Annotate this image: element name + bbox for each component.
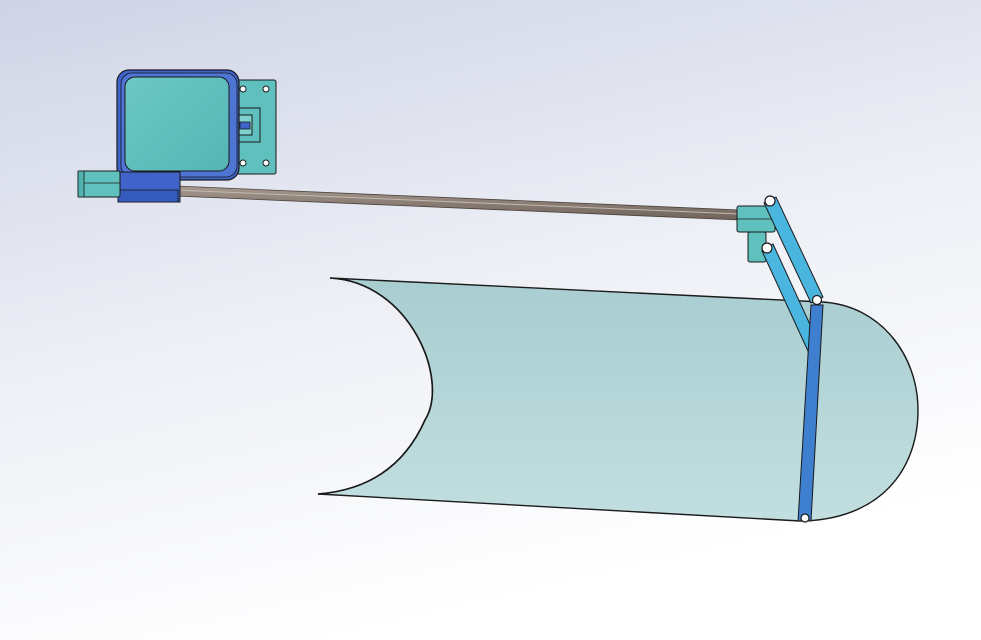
rod-end-coupler-icon[interactable] [736, 205, 776, 263]
coupler-icon[interactable] [77, 170, 121, 198]
link-bar-icon[interactable] [797, 304, 824, 523]
mount-bracket-icon[interactable] [117, 171, 181, 203]
servo-motor-icon[interactable] [116, 69, 277, 181]
